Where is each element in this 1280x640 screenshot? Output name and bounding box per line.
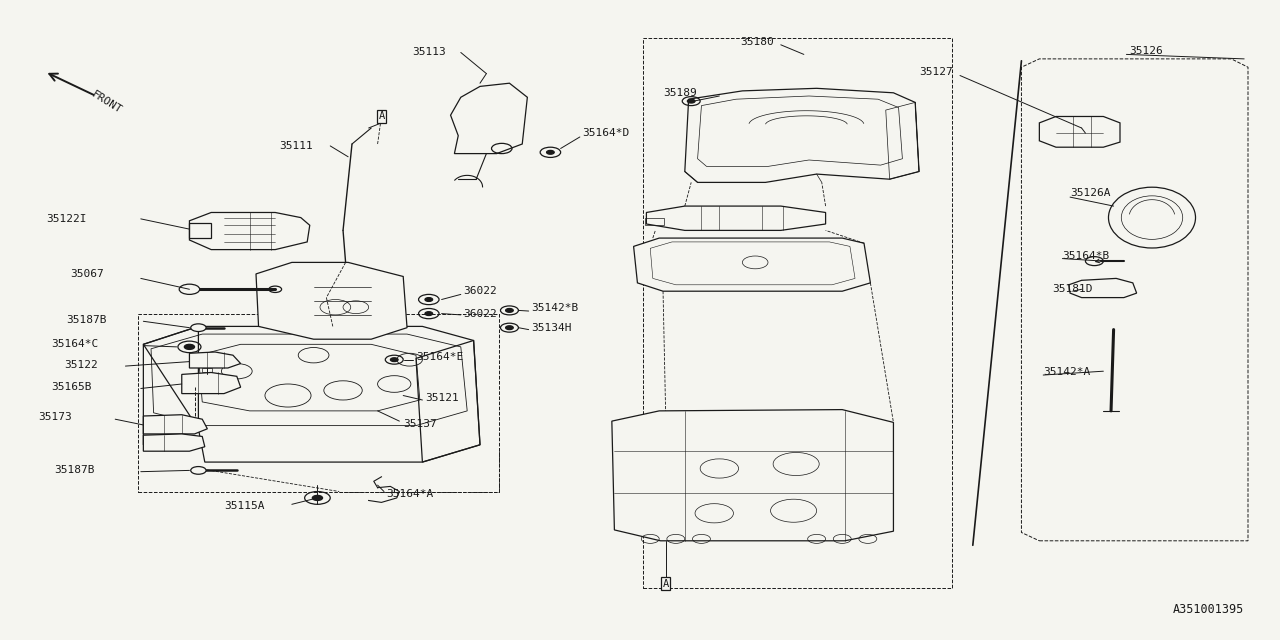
Polygon shape xyxy=(143,434,205,451)
Text: 35067: 35067 xyxy=(70,269,104,279)
Circle shape xyxy=(390,358,398,362)
Circle shape xyxy=(547,150,554,154)
Polygon shape xyxy=(1039,116,1120,147)
Circle shape xyxy=(191,324,206,332)
Text: 35164*E: 35164*E xyxy=(416,352,463,362)
Text: 35126A: 35126A xyxy=(1070,188,1111,198)
Text: 35164*B: 35164*B xyxy=(1062,251,1110,261)
Text: 35142*A: 35142*A xyxy=(1043,367,1091,378)
Text: 35122: 35122 xyxy=(64,360,97,370)
Circle shape xyxy=(687,99,695,103)
Text: 35121: 35121 xyxy=(425,393,458,403)
Bar xyxy=(643,38,952,588)
Text: 35165B: 35165B xyxy=(51,382,92,392)
Text: 35127: 35127 xyxy=(919,67,952,77)
Polygon shape xyxy=(451,83,527,154)
Text: 35142*B: 35142*B xyxy=(531,303,579,314)
Text: 35111: 35111 xyxy=(279,141,312,151)
Text: 35173: 35173 xyxy=(38,412,72,422)
Circle shape xyxy=(312,495,323,500)
Text: 35164*D: 35164*D xyxy=(582,128,630,138)
Text: 35122I: 35122I xyxy=(46,214,87,224)
Circle shape xyxy=(425,312,433,316)
Text: A351001395: A351001395 xyxy=(1172,603,1244,616)
Text: 35189: 35189 xyxy=(663,88,696,98)
Text: A: A xyxy=(663,579,668,589)
Polygon shape xyxy=(646,206,826,230)
Polygon shape xyxy=(189,212,310,250)
Bar xyxy=(645,218,664,225)
Bar xyxy=(202,368,212,372)
Circle shape xyxy=(506,326,513,330)
Text: FRONT: FRONT xyxy=(90,89,124,116)
Polygon shape xyxy=(182,372,241,394)
Polygon shape xyxy=(1069,278,1137,298)
Bar xyxy=(138,314,499,492)
Polygon shape xyxy=(256,262,407,339)
Text: 35164*A: 35164*A xyxy=(387,489,434,499)
Text: 35115A: 35115A xyxy=(224,500,265,511)
Text: 35187B: 35187B xyxy=(54,465,95,476)
Circle shape xyxy=(425,298,433,301)
Text: 35180: 35180 xyxy=(740,36,773,47)
Text: 35164*C: 35164*C xyxy=(51,339,99,349)
Text: 35187B: 35187B xyxy=(67,315,108,325)
Polygon shape xyxy=(189,352,241,368)
Text: 35126: 35126 xyxy=(1129,46,1162,56)
Polygon shape xyxy=(685,88,919,182)
Circle shape xyxy=(184,344,195,349)
Text: 35134H: 35134H xyxy=(531,323,572,333)
Text: 35181D: 35181D xyxy=(1052,284,1093,294)
Circle shape xyxy=(179,284,200,294)
Text: 36022: 36022 xyxy=(463,308,497,319)
Text: A: A xyxy=(379,111,384,122)
Text: 36022: 36022 xyxy=(463,286,497,296)
Polygon shape xyxy=(612,410,893,541)
Text: 35113: 35113 xyxy=(412,47,445,58)
Circle shape xyxy=(506,308,513,312)
Circle shape xyxy=(191,467,206,474)
Text: 35137: 35137 xyxy=(403,419,436,429)
Polygon shape xyxy=(143,415,207,434)
Polygon shape xyxy=(634,238,870,291)
Ellipse shape xyxy=(1108,187,1196,248)
